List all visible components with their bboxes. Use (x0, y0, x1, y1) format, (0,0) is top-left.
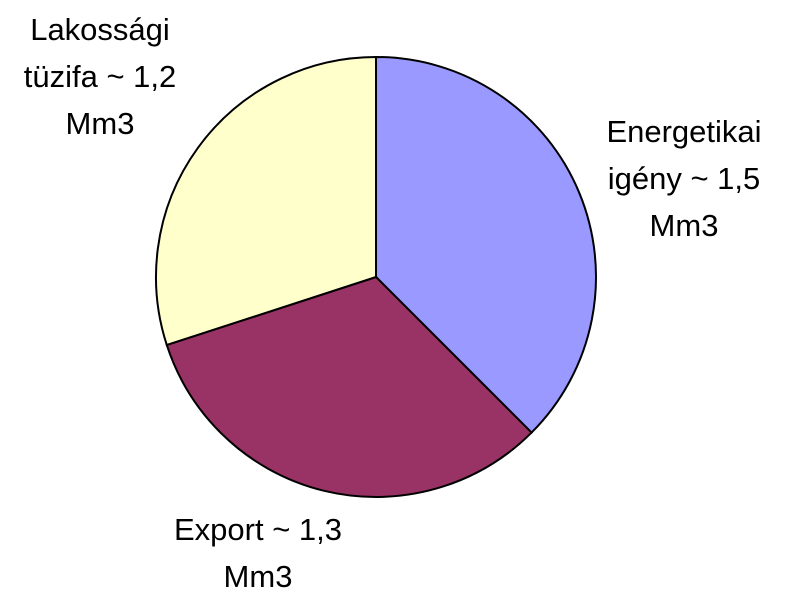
category-label: Energetikai igény (606, 114, 762, 196)
slice-label: Lakossági tüzifa ~ 1,2 Mm3 (0, 6, 200, 147)
value-label: ~ 1,3 Mm3 (223, 512, 343, 594)
category-label: Export (173, 512, 264, 547)
pie-slice (165, 275, 533, 498)
value-label: ~ 1,5 Mm3 (649, 161, 761, 243)
slice-label: Export ~ 1,3 Mm3 (150, 506, 366, 600)
value-label: ~ 1,2 Mm3 (65, 59, 177, 141)
category-label: Lakossági tüzifa (23, 12, 170, 94)
slice-label: Energetikai igény ~ 1,5 Mm3 (588, 108, 780, 249)
pie-slice (375, 55, 597, 434)
pie-slice (155, 55, 377, 347)
